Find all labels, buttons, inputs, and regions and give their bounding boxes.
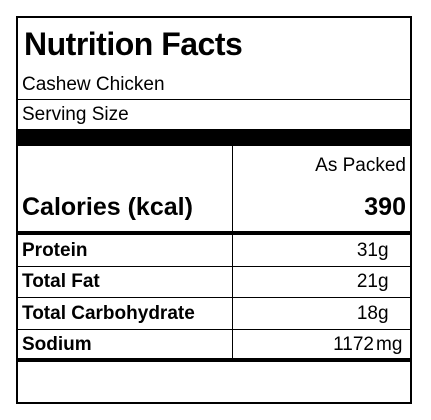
- calories-value: 390: [364, 193, 406, 221]
- nutrient-name-total-fat: Total Fat: [22, 271, 100, 292]
- bottom-divider: [18, 358, 410, 362]
- calories-divider: [18, 231, 410, 235]
- nutrient-value-total-fat: 21: [356, 271, 378, 292]
- row-divider: [18, 329, 410, 330]
- divider-line: [18, 99, 410, 100]
- row-divider: [18, 266, 410, 267]
- nutrient-unit-protein: g: [378, 240, 389, 261]
- nutrition-facts-label: Nutrition Facts Cashew Chicken Serving S…: [16, 16, 412, 404]
- row-divider: [18, 297, 410, 298]
- nutrient-unit-sodium: mg: [376, 334, 403, 355]
- nutrient-value-protein: 31: [356, 240, 378, 261]
- column-divider: [232, 146, 233, 358]
- calories-label: Calories (kcal): [22, 193, 193, 221]
- nutrient-name-total-carbohydrate: Total Carbohydrate: [22, 303, 195, 324]
- nutrient-unit-total-fat: g: [378, 271, 389, 292]
- nutrient-value-sodium: 1172: [333, 334, 374, 355]
- serving-size-label: Serving Size: [22, 104, 129, 125]
- nutrient-unit-total-carbohydrate: g: [378, 303, 389, 324]
- label-title: Nutrition Facts: [24, 26, 243, 62]
- nutrient-value-total-carbohydrate: 18: [356, 303, 378, 324]
- product-name: Cashew Chicken: [22, 74, 165, 95]
- nutrient-name-sodium: Sodium: [22, 334, 92, 355]
- thick-divider: [18, 129, 410, 146]
- nutrient-name-protein: Protein: [22, 240, 88, 261]
- column-header: As Packed: [315, 155, 406, 176]
